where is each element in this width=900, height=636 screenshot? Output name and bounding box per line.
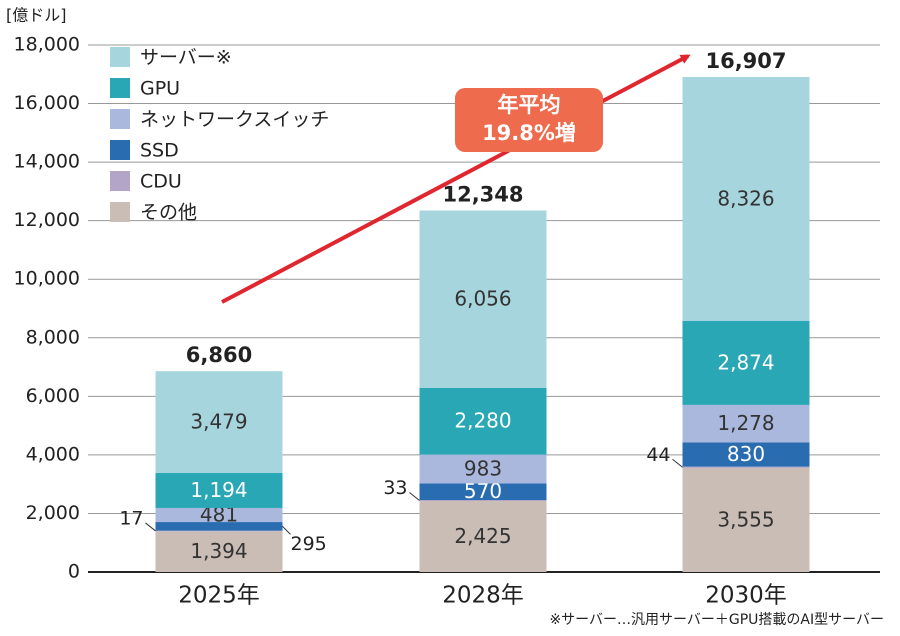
annotation: 19.8%増 [482, 121, 576, 145]
bar-segment [419, 454, 547, 484]
legend-label: CDU [140, 171, 182, 193]
leader-line [282, 526, 291, 535]
y-tick-label: 4,000 [26, 443, 80, 465]
leader-line [145, 522, 156, 532]
data-label: 2,280 [454, 409, 511, 433]
data-label: 6,056 [454, 287, 511, 311]
x-tick-label: 2028年 [442, 583, 524, 609]
annotation: 年平均 [498, 93, 561, 117]
bar-segment [419, 483, 547, 501]
bar-segment [682, 404, 810, 443]
y-tick-label: 8,000 [26, 326, 80, 348]
bar-segment [419, 387, 547, 455]
x-tick-label: 2030年 [705, 583, 787, 609]
y-tick-label: 2,000 [26, 502, 80, 524]
leader-line [672, 458, 683, 468]
data-label: 44 [646, 444, 670, 466]
data-label: 830 [727, 442, 765, 466]
bar-segment [155, 531, 283, 572]
annotation-box [455, 88, 603, 152]
data-label: 17 [119, 507, 143, 529]
legend-swatch [110, 109, 130, 129]
bar-segment [682, 320, 810, 405]
data-label: 295 [291, 533, 327, 555]
data-label: 8,326 [717, 186, 774, 210]
data-label: 1,278 [717, 411, 774, 435]
y-tick-label: 12,000 [14, 209, 80, 231]
legend-label: GPU [140, 78, 180, 100]
data-label: 3,479 [190, 410, 247, 434]
legend-label: その他 [140, 202, 197, 224]
bar-segment [419, 500, 547, 502]
total-label: 16,907 [705, 49, 786, 73]
legend-label: サーバー※ [140, 47, 232, 69]
y-tick-label: 10,000 [14, 268, 80, 290]
data-label: 1,194 [190, 478, 247, 502]
bar-segment [682, 467, 810, 572]
y-tick-label: 0 [68, 561, 80, 583]
legend-label: ネットワークスイッチ [140, 109, 329, 131]
leader-line [409, 492, 420, 501]
bar-segment [419, 210, 547, 388]
data-label: 33 [383, 477, 407, 499]
legend-label: SSD [140, 140, 179, 162]
legend-swatch [110, 202, 130, 222]
legend-swatch [110, 140, 130, 160]
data-label: 2,874 [717, 350, 774, 374]
total-label: 12,348 [442, 182, 523, 206]
bar-segment [155, 522, 283, 531]
legend-swatch [110, 78, 130, 98]
y-tick-label: 16,000 [14, 92, 80, 114]
y-tick-label: 14,000 [14, 151, 80, 173]
total-label: 6,860 [186, 343, 252, 367]
bar-segment [682, 77, 810, 321]
data-label: 2,425 [454, 524, 511, 548]
data-label: 1,394 [190, 539, 247, 563]
legend: サーバー※ GPU ネットワークスイッチ SSD CDU その他 [110, 47, 329, 224]
bar-segment [155, 371, 283, 474]
unit-label: [億ドル] [6, 6, 67, 25]
bar-segment [155, 473, 283, 508]
bar-segment [155, 507, 283, 523]
legend-swatch [110, 171, 130, 191]
y-tick-label: 18,000 [14, 34, 80, 56]
trend-arrow [221, 54, 691, 304]
legend-swatch [110, 47, 130, 67]
footnote: ※サーバー…汎用サーバー＋GPU搭載のAI型サーバー [549, 612, 884, 628]
bar-segment [419, 501, 547, 572]
data-label: 983 [464, 456, 502, 480]
bar-segment [682, 442, 810, 467]
bar-segment [682, 466, 810, 468]
data-label: 3,555 [717, 507, 774, 531]
y-tick-label: 6,000 [26, 385, 80, 407]
x-tick-label: 2025年 [178, 583, 260, 609]
